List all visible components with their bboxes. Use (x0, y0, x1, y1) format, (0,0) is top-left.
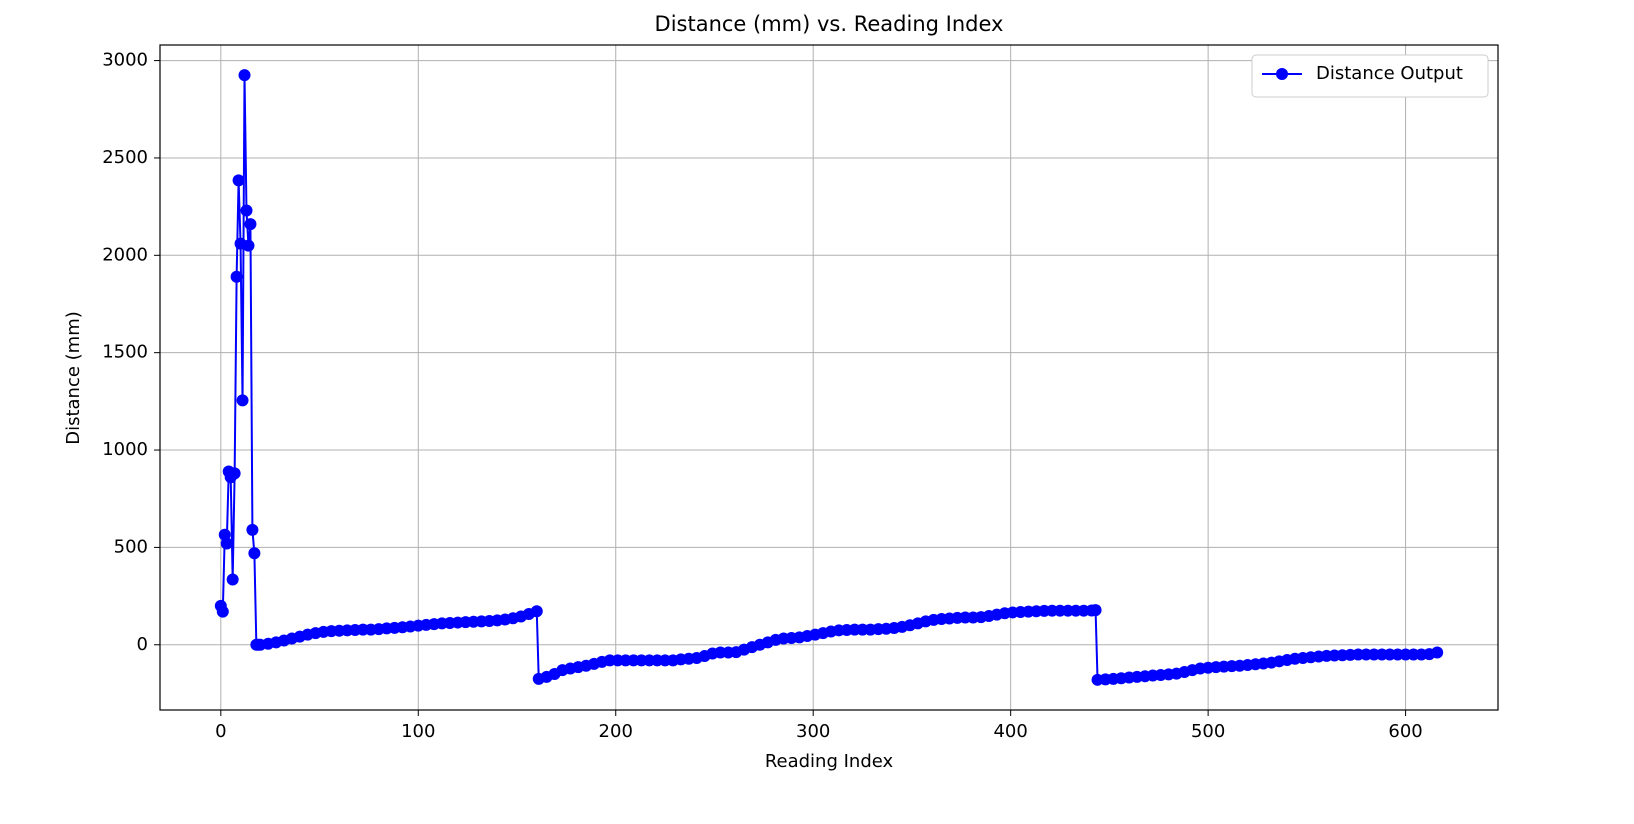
marker (228, 467, 241, 480)
y-tick-label: 1500 (102, 342, 148, 363)
marker (242, 239, 255, 252)
marker (238, 69, 251, 82)
x-tick-label: 300 (796, 721, 830, 742)
legend-box (1251, 54, 1489, 98)
x-tick-label: 600 (1388, 721, 1422, 742)
x-tick-label: 100 (401, 721, 435, 742)
y-axis-label: Distance (mm) (63, 311, 84, 445)
legend-marker (1276, 68, 1288, 80)
marker (530, 605, 543, 618)
marker (232, 174, 245, 187)
marker (220, 537, 233, 550)
legend-label: Distance Output (1316, 63, 1463, 84)
marker (244, 218, 257, 231)
y-tick-label: 1000 (102, 439, 148, 460)
marker (236, 394, 249, 407)
marker (240, 204, 253, 217)
y-tick-label: 2500 (102, 147, 148, 168)
marker (1431, 646, 1444, 659)
marker (246, 523, 259, 536)
marker (226, 573, 239, 586)
line (219, 75, 1438, 681)
x-tick-label: 500 (1191, 721, 1225, 742)
marker (1089, 604, 1102, 617)
y-tick-label: 500 (114, 536, 148, 557)
marker (216, 605, 229, 618)
x-axis-label: Reading Index (765, 751, 894, 772)
x-tick-label: 200 (599, 721, 633, 742)
marker (248, 547, 261, 560)
plot-frame (159, 44, 1499, 711)
chart-title: Distance (mm) vs. Reading Index (655, 12, 1004, 36)
y-tick-label: 3000 (102, 50, 148, 71)
marker (230, 270, 243, 283)
x-tick-label: 0 (215, 721, 226, 742)
y-tick-label: 2000 (102, 244, 148, 265)
y-tick-label: 0 (137, 634, 148, 655)
x-tick-label: 400 (993, 721, 1027, 742)
